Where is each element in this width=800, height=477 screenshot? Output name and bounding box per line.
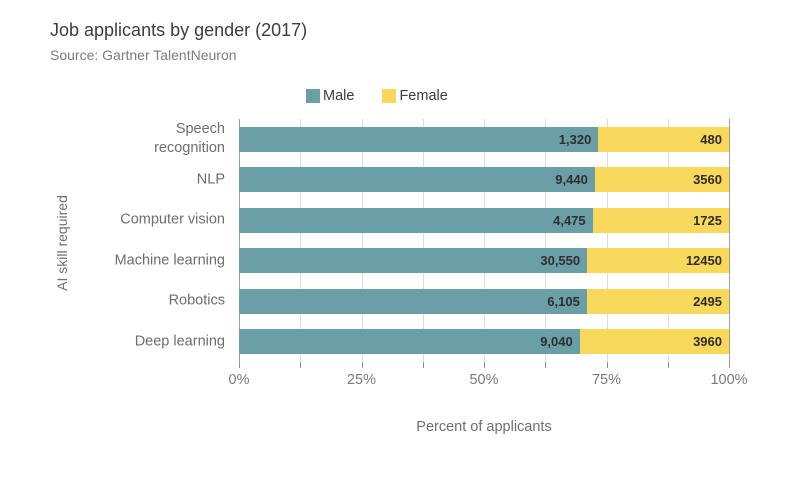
tick-mark <box>422 362 424 368</box>
bar-value-label-female: 480 <box>700 131 722 147</box>
category-label: Deep learning <box>134 333 225 350</box>
bar-row: 4,475 1725 <box>239 207 729 233</box>
bar-segment-male: 9,440 <box>239 167 595 193</box>
bar-segment-female: 3960 <box>579 329 729 355</box>
bar-value-label-female: 12450 <box>685 253 722 269</box>
category-label: Computer vision <box>120 211 225 228</box>
bar-value-label-male: 1,320 <box>558 131 592 147</box>
chart-title: Job applicants by gender (2017) <box>50 20 308 40</box>
legend-label-male: Male <box>323 88 355 104</box>
legend-item-female: Female <box>382 88 448 104</box>
gridline <box>239 119 240 362</box>
x-axis: 0% 25% 50% 75% 100% <box>229 362 748 402</box>
bar-value-label-male: 30,550 <box>540 253 581 269</box>
bar-segment-male: 9,040 <box>239 329 580 355</box>
gridline <box>606 119 608 362</box>
tick-mark <box>361 362 363 368</box>
bar-value-label-female: 3560 <box>693 172 722 188</box>
gridline <box>422 119 424 362</box>
gridline <box>667 119 669 362</box>
tick-mark <box>729 362 730 368</box>
bar-segment-male: 30,550 <box>239 248 588 274</box>
legend: Male Female <box>306 88 448 104</box>
tick-mark <box>484 362 485 368</box>
bar-value-label-male: 9,440 <box>555 172 588 188</box>
category-label: NLP <box>196 171 225 188</box>
category-axis: Speech recognition NLP Computer vision Mach… <box>0 119 231 362</box>
gridline <box>729 119 730 362</box>
bar-value-label-female: 3960 <box>693 334 722 350</box>
male-swatch-icon <box>306 89 320 103</box>
bar-segment-female: 3560 <box>594 167 729 193</box>
chart-subtitle: Source: Gartner TalentNeuron <box>50 47 237 63</box>
x-axis-title: Percent of applicants <box>416 419 552 435</box>
tick-label: 75% <box>591 372 622 388</box>
tick-label: 50% <box>469 372 499 388</box>
category-label: Speech recognition <box>154 121 225 157</box>
gridline <box>361 119 363 362</box>
bar-row: 30,550 12450 <box>239 248 729 274</box>
legend-label-female: Female <box>399 88 448 104</box>
bar-row: 9,040 3960 <box>239 329 729 355</box>
tick-label: 100% <box>710 372 748 388</box>
bar-row: 9,440 3560 <box>239 167 729 193</box>
bar-value-label-male: 4,475 <box>553 212 586 228</box>
bar-value-label-female: 1725 <box>693 212 722 228</box>
bar-value-label-female: 2495 <box>693 293 722 309</box>
bar-value-label-male: 6,105 <box>547 293 580 309</box>
tick-label: 0% <box>228 372 250 388</box>
plot-area: 1,320 480 9,440 3560 4,475 1725 30,550 12450 6,1… <box>239 119 730 362</box>
bar-segment-female: 12450 <box>587 248 729 274</box>
tick-label: 25% <box>346 372 377 388</box>
category-label: Machine learning <box>114 252 225 269</box>
bar-segment-female: 1725 <box>592 207 729 233</box>
bar-row: 6,105 2495 <box>239 288 729 314</box>
tick-mark <box>300 362 302 368</box>
category-label: Robotics <box>168 292 225 309</box>
bar-row: 1,320 480 <box>239 126 729 152</box>
bar-segment-male: 6,105 <box>239 288 587 314</box>
gridline <box>300 119 302 362</box>
gridline <box>545 119 547 362</box>
bar-segment-female: 480 <box>598 126 729 152</box>
bar-segment-female: 2495 <box>586 288 729 314</box>
tick-mark <box>545 362 547 368</box>
bar-segment-male: 4,475 <box>239 207 593 233</box>
gridline <box>484 119 485 362</box>
bar-value-label-male: 9,040 <box>540 334 573 350</box>
female-swatch-icon <box>382 89 397 103</box>
tick-mark <box>667 362 669 368</box>
legend-item-male: Male <box>306 88 354 104</box>
tick-mark <box>239 362 240 368</box>
bar-segment-male: 1,320 <box>239 126 599 152</box>
tick-mark <box>606 362 608 368</box>
